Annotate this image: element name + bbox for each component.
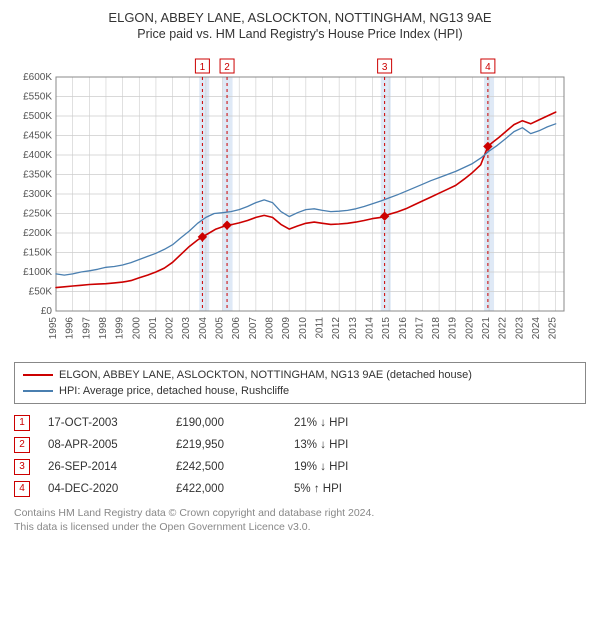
svg-text:2002: 2002 (165, 317, 176, 340)
svg-text:£400K: £400K (23, 150, 52, 161)
event-pct-vs-hpi: 19% ↓ HPI (294, 456, 394, 478)
footer: Contains HM Land Registry data © Crown c… (14, 506, 586, 534)
svg-text:£600K: £600K (23, 72, 52, 83)
svg-text:2022: 2022 (498, 317, 509, 340)
event-number-badge: 2 (14, 437, 30, 453)
svg-text:2021: 2021 (481, 317, 492, 340)
event-date: 17-OCT-2003 (48, 412, 158, 434)
event-number-badge: 1 (14, 415, 30, 431)
svg-text:1996: 1996 (65, 317, 76, 340)
events-table: 1 17-OCT-2003 £190,000 21% ↓ HPI 2 08-APR-200… (14, 412, 586, 500)
svg-text:1: 1 (200, 62, 206, 73)
svg-text:£0: £0 (41, 306, 53, 317)
svg-text:2020: 2020 (464, 317, 475, 340)
svg-text:2017: 2017 (414, 317, 425, 340)
svg-text:2004: 2004 (198, 317, 209, 340)
svg-text:2010: 2010 (298, 317, 309, 340)
event-price: £219,950 (176, 434, 276, 456)
legend-label: HPI: Average price, detached house, Rush… (59, 383, 289, 399)
svg-text:3: 3 (382, 62, 388, 73)
svg-text:£350K: £350K (23, 170, 52, 181)
svg-text:2018: 2018 (431, 317, 442, 340)
svg-text:2007: 2007 (248, 317, 259, 340)
svg-text:£100K: £100K (23, 267, 52, 278)
svg-text:2006: 2006 (231, 317, 242, 340)
legend-swatch (23, 374, 53, 376)
event-row: 2 08-APR-2005 £219,950 13% ↓ HPI (14, 434, 586, 456)
event-number-badge: 3 (14, 459, 30, 475)
event-date: 08-APR-2005 (48, 434, 158, 456)
legend-item: HPI: Average price, detached house, Rush… (23, 383, 577, 399)
svg-text:2016: 2016 (398, 317, 409, 340)
event-pct-vs-hpi: 5% ↑ HPI (294, 478, 394, 500)
chart-title-line1: ELGON, ABBEY LANE, ASLOCKTON, NOTTINGHAM… (14, 10, 586, 25)
svg-text:2014: 2014 (364, 317, 375, 340)
event-row: 3 26-SEP-2014 £242,500 19% ↓ HPI (14, 456, 586, 478)
footer-line2: This data is licensed under the Open Gov… (14, 520, 586, 534)
svg-text:1999: 1999 (115, 317, 126, 340)
svg-text:1995: 1995 (48, 317, 59, 340)
svg-text:£300K: £300K (23, 189, 52, 200)
svg-text:£150K: £150K (23, 248, 52, 259)
svg-text:2024: 2024 (531, 317, 542, 340)
svg-text:2005: 2005 (215, 317, 226, 340)
event-date: 26-SEP-2014 (48, 456, 158, 478)
event-price: £422,000 (176, 478, 276, 500)
legend-item: ELGON, ABBEY LANE, ASLOCKTON, NOTTINGHAM… (23, 367, 577, 383)
svg-text:2023: 2023 (514, 317, 525, 340)
event-row: 4 04-DEC-2020 £422,000 5% ↑ HPI (14, 478, 586, 500)
event-price: £190,000 (176, 412, 276, 434)
svg-text:4: 4 (485, 62, 491, 73)
event-pct-vs-hpi: 13% ↓ HPI (294, 434, 394, 456)
svg-text:2011: 2011 (314, 317, 325, 339)
svg-text:2000: 2000 (131, 317, 142, 340)
svg-text:£500K: £500K (23, 111, 52, 122)
event-row: 1 17-OCT-2003 £190,000 21% ↓ HPI (14, 412, 586, 434)
svg-text:£250K: £250K (23, 209, 52, 220)
svg-text:£200K: £200K (23, 228, 52, 239)
svg-text:£550K: £550K (23, 92, 52, 103)
footer-line1: Contains HM Land Registry data © Crown c… (14, 506, 586, 520)
svg-text:2012: 2012 (331, 317, 342, 340)
event-price: £242,500 (176, 456, 276, 478)
chart-title-line2: Price paid vs. HM Land Registry's House … (14, 27, 586, 41)
legend: ELGON, ABBEY LANE, ASLOCKTON, NOTTINGHAM… (14, 362, 586, 404)
svg-text:2: 2 (224, 62, 230, 73)
svg-text:2025: 2025 (548, 317, 559, 340)
legend-label: ELGON, ABBEY LANE, ASLOCKTON, NOTTINGHAM… (59, 367, 472, 383)
price-chart: £0 £50K £100K £150K £200K £250K £300K £350K £400… (14, 51, 586, 356)
event-date: 04-DEC-2020 (48, 478, 158, 500)
svg-text:2008: 2008 (265, 317, 276, 340)
svg-text:2001: 2001 (148, 317, 159, 340)
chart-svg: £0 £50K £100K £150K £200K £250K £300K £350K £400… (14, 51, 574, 351)
svg-text:£450K: £450K (23, 131, 52, 142)
svg-text:£50K: £50K (29, 287, 53, 298)
svg-text:1998: 1998 (98, 317, 109, 340)
svg-text:2019: 2019 (448, 317, 459, 340)
svg-text:1997: 1997 (81, 317, 92, 340)
svg-text:2009: 2009 (281, 317, 292, 340)
svg-text:2015: 2015 (381, 317, 392, 340)
svg-text:2003: 2003 (181, 317, 192, 340)
svg-text:2013: 2013 (348, 317, 359, 340)
legend-swatch (23, 390, 53, 392)
event-number-badge: 4 (14, 481, 30, 497)
event-pct-vs-hpi: 21% ↓ HPI (294, 412, 394, 434)
